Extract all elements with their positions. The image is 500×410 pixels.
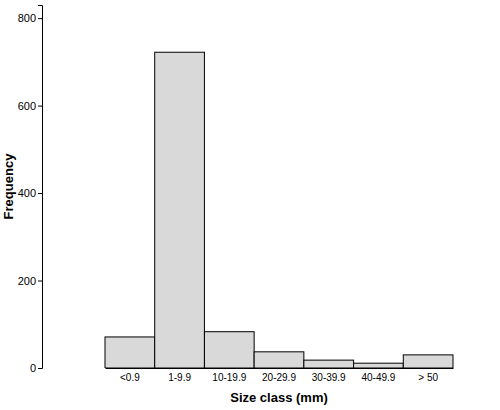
y-tick-label: 200 [18,275,36,287]
x-tick-label: 1-9.9 [168,372,191,383]
y-tick: 600 [18,100,42,112]
x-axis: <0.9 1-9.9 10-19.9 20-29.9 30-39.9 40-49.9 > 5… [106,368,454,383]
x-tick-label: 30-39.9 [312,372,346,383]
y-tick-mark [38,18,42,19]
y-tick-mark [38,106,42,107]
bar [354,363,404,368]
x-tick: > 50 [418,368,438,383]
x-tick-label: > 50 [418,372,438,383]
bar [403,355,453,368]
y-tick-label: 800 [18,12,36,24]
bar [204,332,254,368]
y-tick-mark [38,281,42,282]
y-axis-title: Frequency [1,153,16,220]
x-tick: 40-49.9 [361,368,395,383]
y-tick: 0 [30,362,42,374]
x-tick: 10-19.9 [212,368,246,383]
x-tick-label: 10-19.9 [212,372,246,383]
y-axis: 0 200 400 600 800 [18,6,43,375]
x-axis-title: Size class (mm) [230,390,328,405]
y-tick-label: 0 [30,362,36,374]
y-tick-mark [38,193,42,194]
x-tick: 30-39.9 [312,368,346,383]
y-tick-label: 600 [18,100,36,112]
y-tick-label: 400 [18,187,36,199]
y-tick-mark [38,368,42,369]
bar [155,52,205,368]
bar [105,337,155,368]
y-tick: 200 [18,275,42,287]
chart: 0 200 400 600 800 <0.9 1-9.9 10-19.9 20-29.9 30-3… [0,0,500,410]
x-tick: 1-9.9 [168,368,191,383]
bar [254,352,304,368]
y-tick: 400 [18,187,42,199]
x-tick-label: 20-29.9 [262,372,296,383]
x-tick-label: 40-49.9 [361,372,395,383]
x-tick: 20-29.9 [262,368,296,383]
x-tick-label: <0.9 [120,372,140,383]
y-axis-line [38,6,43,369]
x-tick: <0.9 [120,368,140,383]
bar [304,360,354,368]
y-tick: 800 [18,12,42,24]
bars [105,52,453,368]
x-axis-line [106,368,454,369]
